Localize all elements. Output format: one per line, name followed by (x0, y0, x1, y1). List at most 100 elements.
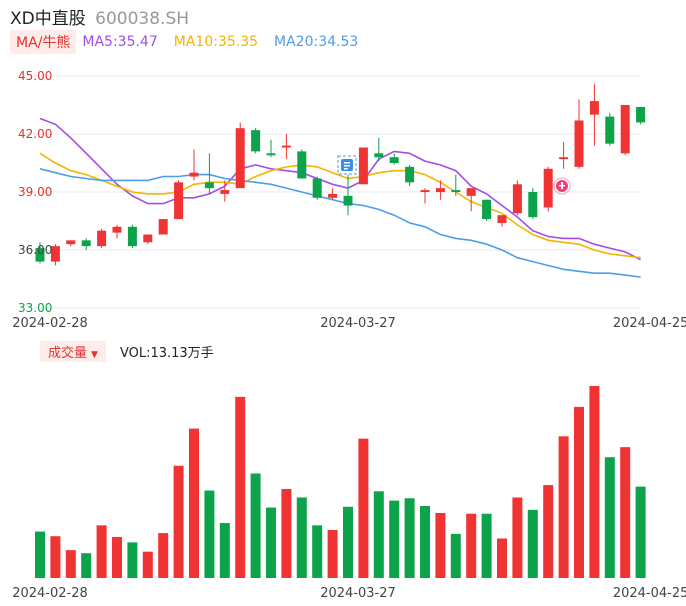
candlestick[interactable] (358, 147, 368, 185)
candlestick[interactable] (174, 180, 184, 220)
volume-bar[interactable] (558, 436, 569, 578)
candlestick[interactable] (312, 176, 322, 200)
info-marker-icon[interactable] (337, 155, 357, 175)
bull-marker-icon[interactable] (553, 177, 571, 195)
volume-bar[interactable] (96, 525, 107, 578)
date-tick-label: 2024-04-25 (613, 586, 686, 601)
candlestick[interactable] (127, 224, 137, 249)
volume-bar[interactable] (112, 536, 122, 578)
candlestick[interactable] (420, 188, 430, 204)
volume-bar[interactable] (466, 513, 477, 578)
candlestick[interactable] (204, 153, 214, 194)
volume-bar[interactable] (373, 491, 384, 578)
volume-bar[interactable] (281, 488, 292, 578)
volume-bar[interactable] (327, 530, 338, 578)
volume-bar[interactable] (266, 507, 276, 578)
date-tick-label: 2024-03-27 (320, 316, 396, 331)
volume-value: VOL:13.13万手 (119, 345, 214, 361)
candlestick[interactable] (605, 112, 615, 146)
candlestick[interactable] (528, 188, 538, 220)
candlestick[interactable] (328, 188, 338, 200)
candlestick[interactable] (97, 228, 107, 249)
volume-bar[interactable] (635, 486, 646, 578)
ma-indicator-tag[interactable]: MA/牛熊 (10, 30, 77, 54)
price-date-axis: 2024-02-28 2024-03-27 2024-04-25 (12, 316, 686, 331)
date-tick-label: 2024-02-28 (12, 586, 88, 601)
volume-bar[interactable] (358, 438, 369, 578)
volume-bar[interactable] (35, 531, 45, 578)
volume-bar[interactable] (204, 490, 215, 578)
candlestick[interactable] (559, 141, 569, 169)
candlestick[interactable] (251, 128, 261, 154)
volume-bar[interactable] (127, 542, 138, 578)
candlestick[interactable] (281, 134, 291, 160)
volume-bars[interactable] (35, 386, 646, 578)
candlestick[interactable] (389, 153, 399, 165)
volume-bar[interactable] (343, 506, 353, 578)
candlestick[interactable] (435, 180, 445, 200)
volume-bar[interactable] (604, 457, 615, 578)
candlestick[interactable] (143, 234, 153, 245)
volume-bar[interactable] (527, 509, 538, 578)
price-tick-label: 36.00 (18, 243, 52, 257)
ma20-line (39, 168, 641, 278)
volume-bar[interactable] (481, 513, 492, 578)
volume-bar[interactable] (450, 533, 461, 578)
volume-bar[interactable] (589, 386, 600, 578)
candlestick[interactable] (112, 224, 122, 239)
candlestick[interactable] (343, 174, 353, 216)
candlestick[interactable] (512, 180, 522, 216)
volume-bar[interactable] (404, 498, 415, 578)
candlestick[interactable] (66, 240, 76, 247)
candlestick[interactable] (235, 122, 245, 189)
volume-bar[interactable] (219, 523, 230, 578)
volume-bar[interactable] (389, 500, 400, 578)
volume-bar[interactable] (142, 551, 153, 578)
candlestick[interactable] (266, 139, 276, 158)
moving-average-lines (39, 117, 641, 278)
volume-bar[interactable] (189, 428, 199, 578)
volume-bar[interactable] (50, 536, 61, 578)
volume-bar[interactable] (250, 473, 261, 578)
volume-bar[interactable] (312, 525, 323, 578)
volume-bar[interactable] (296, 497, 307, 578)
candlestick[interactable] (158, 219, 168, 235)
candlestick[interactable] (50, 244, 60, 266)
volume-bar[interactable] (81, 553, 92, 578)
volume-legend: 成交量 ▼ VOL:13.13万手 (40, 340, 214, 362)
candlestick[interactable] (466, 188, 476, 212)
candlestick[interactable] (636, 106, 646, 125)
volume-bar[interactable] (173, 465, 184, 578)
volume-bar[interactable] (620, 447, 631, 578)
volume-bar[interactable] (543, 485, 554, 578)
candlestick[interactable] (220, 180, 230, 202)
event-markers[interactable] (337, 155, 571, 195)
candlestick[interactable] (189, 149, 199, 181)
candlestick[interactable] (374, 137, 384, 162)
candlestick[interactable] (543, 166, 553, 212)
volume-date-axis: 2024-02-28 2024-03-27 2024-04-25 (12, 586, 686, 601)
volume-bar[interactable] (497, 538, 507, 578)
date-tick-label: 2024-02-28 (12, 316, 88, 331)
price-tick-label: 33.00 (18, 301, 52, 315)
volume-indicator-dropdown[interactable]: 成交量 ▼ (40, 340, 106, 362)
candlestick[interactable] (589, 83, 599, 146)
candlestick[interactable] (620, 105, 630, 156)
volume-bar[interactable] (65, 550, 76, 578)
volume-bar[interactable] (574, 406, 584, 578)
ma5-line (39, 117, 641, 261)
candlesticks[interactable] (35, 83, 646, 266)
candlestick[interactable] (497, 215, 507, 227)
volume-bar[interactable] (512, 497, 523, 578)
candlestick[interactable] (297, 149, 307, 179)
candlestick[interactable] (35, 242, 45, 264)
volume-bar[interactable] (235, 396, 246, 578)
candlestick[interactable] (451, 174, 461, 196)
candlestick[interactable] (574, 99, 584, 169)
candlestick[interactable] (405, 164, 415, 187)
candlestick[interactable] (81, 238, 91, 250)
volume-bar[interactable] (158, 533, 169, 578)
volume-bar[interactable] (435, 512, 446, 578)
volume-bar[interactable] (420, 506, 430, 578)
candlestick[interactable] (482, 199, 492, 221)
